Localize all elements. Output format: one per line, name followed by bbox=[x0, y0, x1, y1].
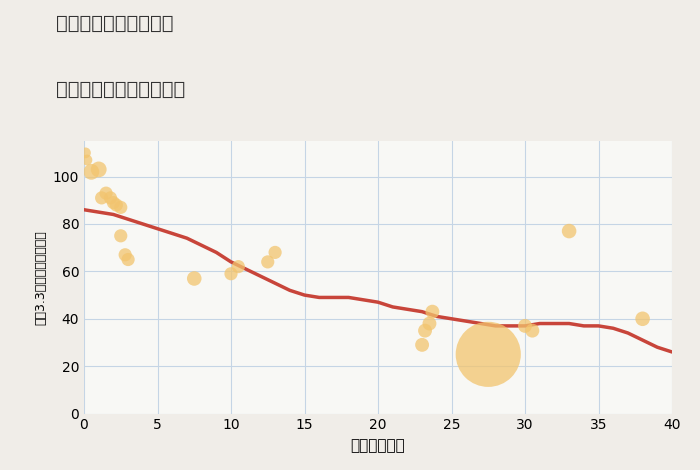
Point bbox=[427, 308, 438, 315]
Point bbox=[527, 327, 538, 334]
Text: 愛知県瀬戸市川北町の: 愛知県瀬戸市川北町の bbox=[56, 14, 174, 33]
Point bbox=[115, 232, 126, 240]
Point bbox=[189, 275, 200, 282]
Point bbox=[419, 327, 430, 334]
Point bbox=[262, 258, 273, 266]
Point bbox=[108, 199, 119, 206]
Point bbox=[519, 322, 531, 329]
Point bbox=[93, 166, 104, 173]
Point bbox=[225, 270, 237, 277]
Point bbox=[85, 168, 97, 176]
Point bbox=[115, 204, 126, 211]
Point bbox=[270, 249, 281, 256]
Point bbox=[416, 341, 428, 349]
Point bbox=[80, 149, 91, 157]
Y-axis label: 坪（3.3㎡）単価（万円）: 坪（3.3㎡）単価（万円） bbox=[34, 230, 47, 325]
Text: 築年数別中古戸建て価格: 築年数別中古戸建て価格 bbox=[56, 80, 186, 99]
X-axis label: 築年数（年）: 築年数（年） bbox=[351, 438, 405, 453]
Point bbox=[101, 189, 112, 197]
Point bbox=[564, 227, 575, 235]
Point bbox=[96, 194, 107, 202]
Point bbox=[111, 201, 122, 209]
Point bbox=[424, 320, 435, 327]
Point bbox=[81, 156, 92, 164]
Point bbox=[105, 194, 116, 202]
Point bbox=[120, 251, 131, 258]
Point bbox=[483, 351, 494, 358]
Point bbox=[637, 315, 648, 322]
Point bbox=[232, 263, 244, 270]
Point bbox=[122, 256, 134, 263]
